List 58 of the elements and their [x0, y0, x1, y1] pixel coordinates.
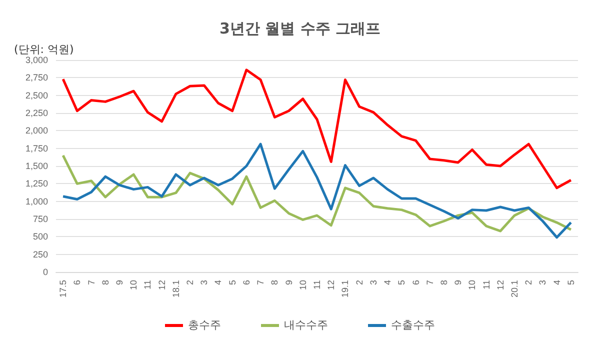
- y-tick-label: 0: [42, 267, 48, 277]
- y-tick-label: 250: [32, 249, 48, 260]
- x-tick-label: 2: [354, 280, 364, 286]
- y-tick-label: 750: [32, 214, 48, 224]
- y-axis-title: (단위: 억원): [14, 43, 74, 56]
- y-tick-label: 2,500: [25, 90, 48, 100]
- x-tick-label: 12: [495, 280, 506, 290]
- x-tick-label: 6: [72, 280, 82, 286]
- x-tick-label: 4: [213, 280, 224, 286]
- x-tick-label: 9: [114, 280, 124, 286]
- x-tick-label: 2: [185, 280, 196, 286]
- line-series: [62, 68, 572, 190]
- x-tick-label: 11: [481, 280, 492, 290]
- x-tick-label: 12: [326, 280, 336, 290]
- x-tick-label: 5: [227, 280, 238, 286]
- x-tick-label: 10: [298, 280, 308, 290]
- x-tick-label: 8: [270, 280, 280, 286]
- x-tick-label: 7: [86, 280, 96, 286]
- x-tick-label: 8: [100, 280, 110, 286]
- x-tick-label: 11: [142, 280, 153, 290]
- chart-title: 3년간 월별 수주 그래프: [219, 20, 381, 38]
- x-tick-label: 20.1: [510, 280, 520, 298]
- y-tick-label: 1,750: [25, 143, 48, 154]
- x-tick-label: 9: [453, 280, 464, 286]
- x-tick-label: 10: [128, 280, 139, 290]
- x-tick-label: 3: [199, 280, 210, 286]
- y-tick-label: 500: [32, 232, 48, 242]
- legend-label: 총수주: [188, 320, 221, 332]
- x-tick-label: 7: [256, 280, 266, 286]
- x-tick-label: 7: [424, 280, 435, 286]
- line-series: [62, 154, 572, 232]
- x-tick-label: 5: [396, 280, 407, 286]
- y-tick-label: 2,750: [25, 72, 48, 83]
- x-tick-label: 8: [438, 280, 449, 286]
- x-tick-label: 5: [566, 280, 576, 286]
- x-tick-label: 18.1: [170, 280, 181, 298]
- x-tick-label: 4: [382, 280, 393, 286]
- x-tick-label: 19.1: [340, 280, 350, 298]
- x-tick-label: 6: [410, 280, 421, 286]
- x-tick-label: 4: [552, 280, 562, 286]
- y-tick-label: 3,000: [25, 55, 48, 65]
- x-tick-label: 9: [284, 280, 294, 286]
- y-tick-label: 2,000: [25, 126, 48, 136]
- x-tick-label: 17.5: [58, 280, 68, 298]
- x-tick-label: 10: [467, 280, 478, 290]
- legend-label: 내수수주: [284, 320, 328, 332]
- y-tick-label: 1,000: [25, 196, 48, 206]
- y-tick-label: 1,500: [25, 161, 48, 171]
- x-tick-label: 2: [524, 280, 534, 286]
- x-tick-label: 12: [156, 280, 167, 290]
- x-tick-label: 3: [538, 280, 548, 286]
- x-tick-label: 6: [241, 280, 252, 286]
- y-tick-label: 2,250: [25, 108, 48, 118]
- x-tick-label: 11: [312, 280, 322, 290]
- x-tick-label: 3: [368, 280, 378, 286]
- line-series: [62, 142, 572, 239]
- legend-label: 수출수주: [391, 320, 435, 332]
- y-tick-label: 1,250: [25, 178, 48, 189]
